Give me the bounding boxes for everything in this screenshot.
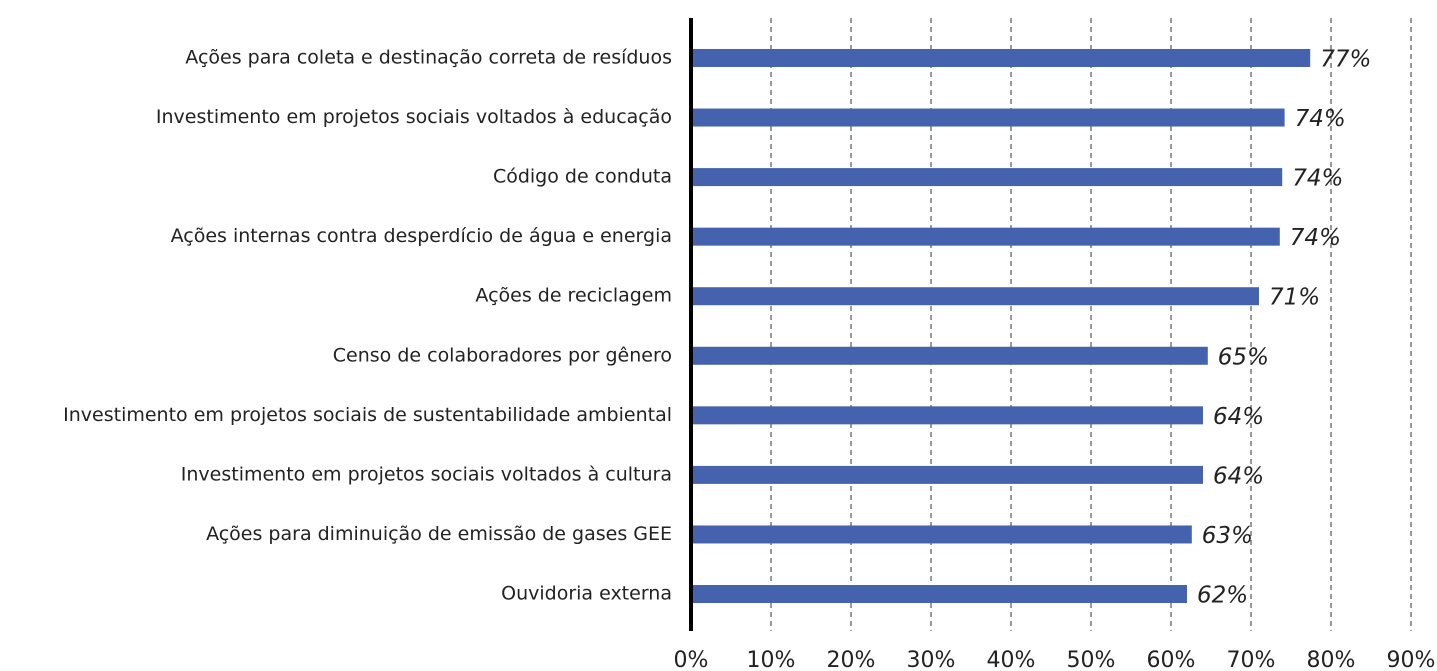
bar: [691, 168, 1283, 187]
x-tick-label: 20%: [827, 648, 876, 671]
x-tick-label: 80%: [1307, 648, 1356, 671]
bar: [691, 465, 1203, 484]
x-tick-label: 10%: [747, 648, 796, 671]
category-label: Código de conduta: [493, 166, 672, 188]
x-tick-label: 60%: [1147, 648, 1196, 671]
bar: [691, 585, 1187, 604]
x-tick-label: 70%: [1227, 648, 1276, 671]
value-label: 77%: [1320, 46, 1371, 72]
category-label: Ações internas contra desperdício de águ…: [171, 225, 672, 247]
value-label: 63%: [1202, 523, 1253, 549]
bar: [691, 525, 1192, 544]
x-tick-label: 40%: [987, 648, 1036, 671]
value-label: 64%: [1213, 404, 1264, 430]
bar: [691, 48, 1311, 67]
category-label: Investimento em projetos sociais voltado…: [181, 463, 672, 485]
value-label: 74%: [1295, 106, 1346, 132]
category-label: Ações de reciclagem: [475, 285, 672, 307]
value-label: 74%: [1290, 225, 1341, 251]
bar: [691, 227, 1280, 246]
value-label: 64%: [1213, 463, 1264, 489]
value-label: 62%: [1197, 583, 1248, 609]
category-label: Ouvidoria externa: [501, 583, 672, 605]
x-tick-label: 30%: [907, 648, 956, 671]
category-label: Ações para diminuição de emissão de gase…: [206, 523, 672, 545]
category-label: Ações para coleta e destinação correta d…: [185, 46, 672, 68]
bar: [691, 108, 1285, 127]
value-label: 65%: [1218, 344, 1269, 370]
bar: [691, 406, 1203, 425]
bar: [691, 346, 1208, 365]
category-label: Investimento em projetos sociais de sust…: [63, 404, 672, 426]
value-label: 74%: [1292, 166, 1343, 192]
value-label: 71%: [1269, 285, 1320, 311]
x-tick-label: 50%: [1067, 648, 1116, 671]
x-tick-label: 0%: [674, 648, 709, 671]
category-label: Censo de colaboradores por gênero: [333, 344, 672, 366]
category-label: Investimento em projetos sociais voltado…: [156, 106, 672, 128]
bar: [691, 287, 1259, 306]
x-tick-label: 90%: [1387, 648, 1436, 671]
